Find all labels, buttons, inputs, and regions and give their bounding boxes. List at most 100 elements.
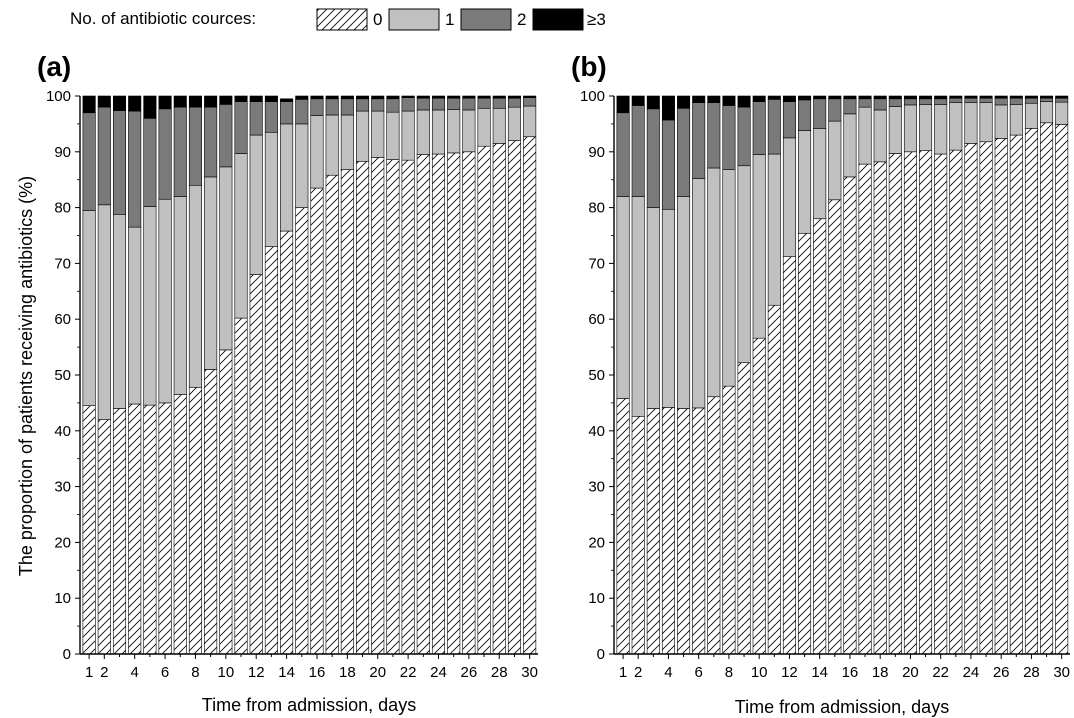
bar-segment-day4-courses-2 xyxy=(128,110,142,228)
y-tick-label-0: 0 xyxy=(597,646,605,663)
bar-segment-day3-courses-0 xyxy=(112,408,127,655)
bar-segment-day29-courses-2 xyxy=(1040,97,1054,102)
bar-segment-day12-courses-3plus xyxy=(249,95,263,102)
bar-segment-day11-courses-0 xyxy=(767,304,781,655)
bar-segment-day6-courses-1 xyxy=(158,198,172,404)
bar-segment-day18-courses-3plus xyxy=(873,95,887,100)
x-axis-label-b: Time from admission, days xyxy=(735,697,949,717)
bar-segment-day18-courses-2 xyxy=(340,98,354,116)
panel-label-b: (b) xyxy=(571,51,607,82)
bar-segment-day30-courses-3plus xyxy=(523,95,537,98)
bar-segment-day1-courses-0 xyxy=(616,398,630,655)
bar-segment-day8-courses-1 xyxy=(188,184,202,388)
bar-segment-day8-courses-2 xyxy=(722,105,736,170)
y-tick-label-0: 0 xyxy=(63,646,71,663)
x-tick-label-24: 24 xyxy=(430,664,447,681)
bar-segment-day17-courses-2 xyxy=(325,98,339,116)
bar-segment-day22-courses-0 xyxy=(401,159,415,655)
bar-segment-day24-courses-0 xyxy=(431,153,446,655)
bar-segment-day28-courses-1 xyxy=(492,107,506,144)
bar-segment-day18-courses-2 xyxy=(873,98,887,111)
bar-segment-day14-courses-0 xyxy=(280,230,294,655)
bar-segment-day6-courses-3plus xyxy=(158,95,172,110)
y-tick-label-100: 100 xyxy=(580,88,605,105)
bar-segment-day1-courses-3plus xyxy=(616,95,630,114)
bar-segment-day8-courses-3plus xyxy=(722,95,736,106)
bar-segment-day4-courses-2 xyxy=(661,119,675,210)
bar-segment-day19-courses-0 xyxy=(888,153,902,655)
y-tick-label-50: 50 xyxy=(54,367,71,384)
bar-segment-day15-courses-1 xyxy=(295,123,309,208)
bar-segment-day21-courses-0 xyxy=(386,159,400,655)
bar-segment-day11-courses-3plus xyxy=(767,95,781,100)
x-tick-label-10: 10 xyxy=(217,664,234,681)
bar-segment-day4-courses-3plus xyxy=(128,95,142,112)
bar-segment-day27-courses-1 xyxy=(477,107,491,147)
bar-segment-day13-courses-1 xyxy=(798,130,812,234)
bar-segment-day21-courses-2 xyxy=(386,98,400,113)
bar-segment-day28-courses-2 xyxy=(492,97,506,109)
bar-segment-day19-courses-3plus xyxy=(356,95,370,100)
bar-segment-day15-courses-3plus xyxy=(295,95,309,100)
bar-segment-day14-courses-3plus xyxy=(280,98,294,102)
bar-segment-day30-courses-1 xyxy=(1055,101,1069,125)
bar-segment-day27-courses-1 xyxy=(1009,104,1023,136)
legend-swatch-0 xyxy=(316,8,368,31)
bar-segment-day14-courses-2 xyxy=(280,101,294,125)
bar-segment-day10-courses-0 xyxy=(752,337,766,655)
bar-segment-day17-courses-3plus xyxy=(325,95,339,100)
bar-segment-day29-courses-3plus xyxy=(507,95,521,99)
bar-segment-day21-courses-2 xyxy=(919,98,933,105)
bar-segment-day24-courses-3plus xyxy=(964,95,978,99)
bar-segment-day10-courses-0 xyxy=(219,349,233,655)
x-tick-label-16: 16 xyxy=(842,664,859,681)
legend-label-3: ≥3 xyxy=(587,10,606,29)
bar-segment-day7-courses-0 xyxy=(707,396,721,655)
bar-segment-day26-courses-3plus xyxy=(462,95,476,99)
bar-segment-day7-courses-3plus xyxy=(173,95,187,108)
bar-segment-day10-courses-2 xyxy=(219,104,233,168)
bar-segment-day4-courses-3plus xyxy=(661,95,675,121)
bar-segment-day7-courses-2 xyxy=(707,102,721,169)
bar-segment-day25-courses-3plus xyxy=(979,95,993,99)
bar-segment-day27-courses-2 xyxy=(477,97,491,109)
y-tick-label-50: 50 xyxy=(588,367,605,384)
bar-segment-day30-courses-2 xyxy=(1055,97,1069,103)
bar-segment-day22-courses-3plus xyxy=(934,95,948,100)
x-tick-label-18: 18 xyxy=(339,664,356,681)
bar-segment-day7-courses-1 xyxy=(173,196,187,395)
bar-segment-day30-courses-2 xyxy=(523,97,537,107)
y-tick-label-80: 80 xyxy=(54,200,71,217)
bar-segment-day5-courses-2 xyxy=(677,107,691,197)
bar-segment-day8-courses-1 xyxy=(722,169,736,387)
bar-segment-day28-courses-2 xyxy=(1024,97,1038,104)
bar-segment-day11-courses-2 xyxy=(234,101,248,154)
bar-segment-day25-courses-0 xyxy=(979,141,993,655)
bar-segment-day26-courses-0 xyxy=(994,138,1008,655)
bar-segment-day16-courses-2 xyxy=(843,98,857,115)
bar-segment-day1-courses-1 xyxy=(82,210,96,406)
bar-segment-day9-courses-2 xyxy=(737,106,751,167)
x-tick-label-18: 18 xyxy=(872,664,889,681)
bar-segment-day18-courses-1 xyxy=(873,109,887,163)
bar-segment-day15-courses-2 xyxy=(828,98,842,122)
bar-segment-day17-courses-2 xyxy=(858,98,872,108)
bar-segment-day1-courses-1 xyxy=(616,196,630,399)
bar-segment-day21-courses-3plus xyxy=(386,95,400,100)
bar-segment-day12-courses-0 xyxy=(249,274,263,655)
bar-segment-day11-courses-2 xyxy=(767,99,781,155)
bar-segment-day16-courses-2 xyxy=(310,98,324,116)
y-tick-label-30: 30 xyxy=(54,479,71,496)
bar-segment-day2-courses-2 xyxy=(97,106,111,206)
x-tick-label-20: 20 xyxy=(369,664,386,681)
legend-label-0: 0 xyxy=(373,10,382,29)
x-tick-label-14: 14 xyxy=(811,664,828,681)
bar-segment-day21-courses-0 xyxy=(919,150,933,655)
bar-segment-day12-courses-0 xyxy=(782,256,796,655)
bar-segment-day6-courses-0 xyxy=(692,407,706,655)
y-tick-label-100: 100 xyxy=(46,88,71,105)
bar-segment-day16-courses-1 xyxy=(843,113,857,178)
bar-segment-day23-courses-0 xyxy=(949,149,963,655)
bar-segment-day13-courses-3plus xyxy=(798,95,812,101)
bar-segment-day12-courses-1 xyxy=(249,134,263,275)
